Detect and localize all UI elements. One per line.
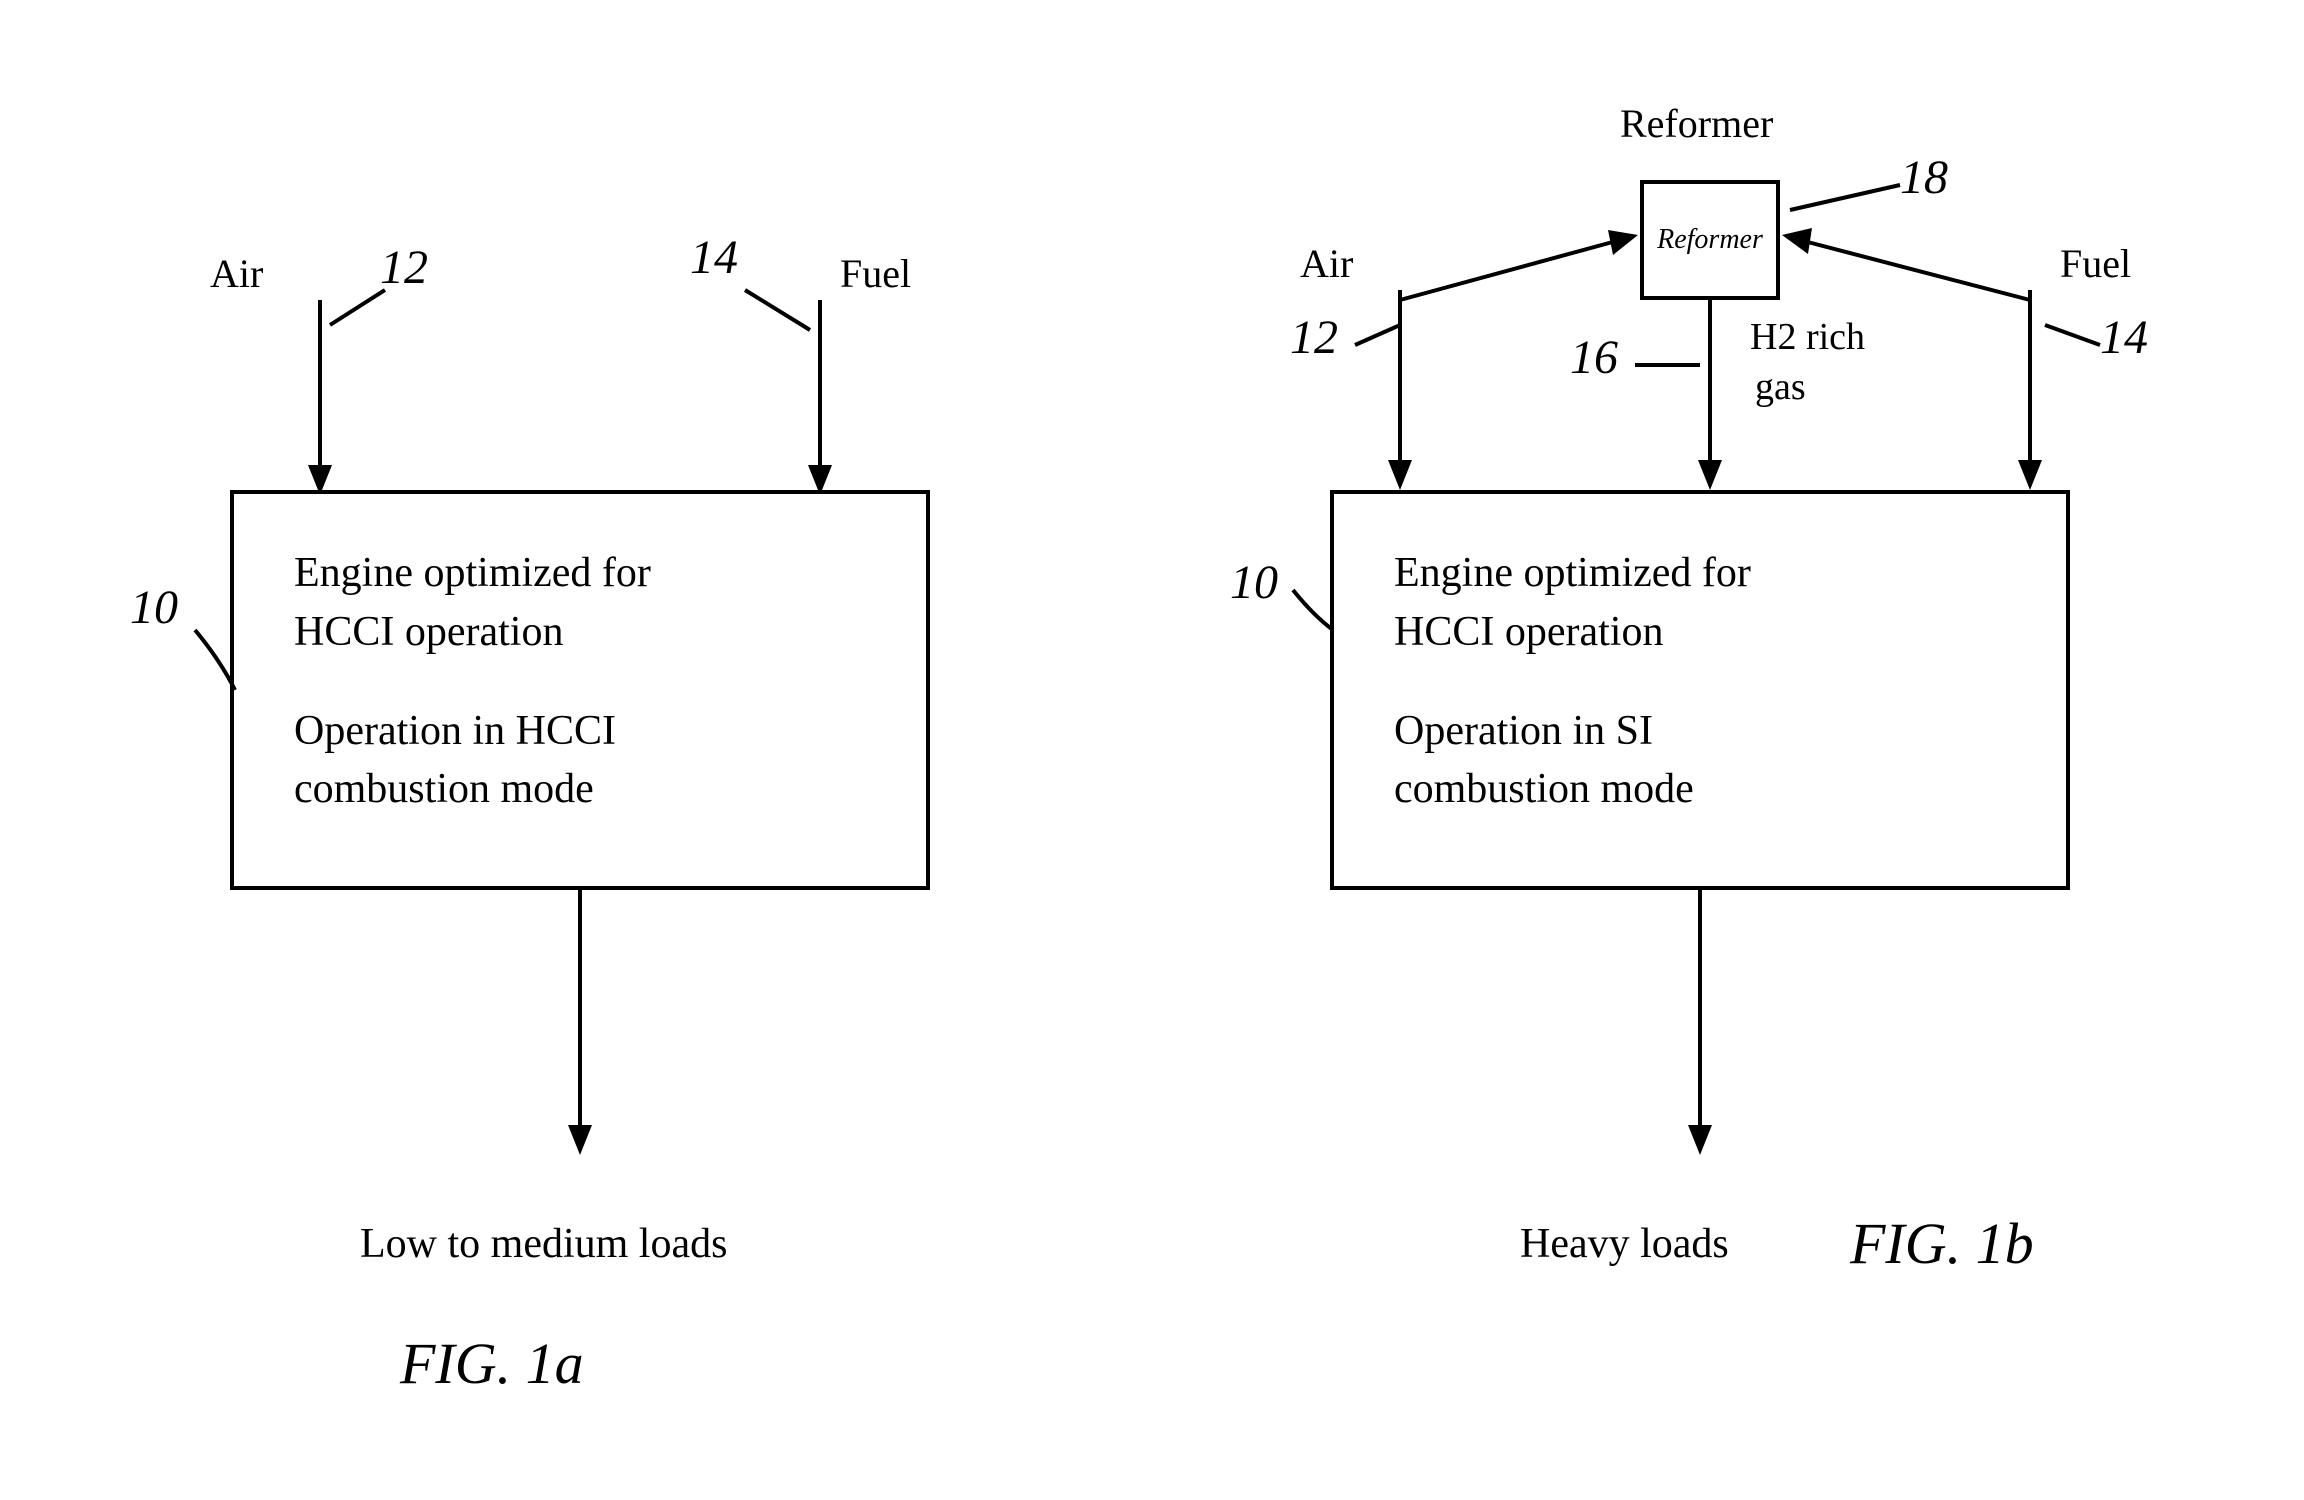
ref-10-r: 10 (1230, 555, 1278, 610)
air-arrow (300, 300, 340, 500)
figure-1a: Air Fuel 12 14 Engine optimized for HCCI… (100, 220, 1000, 1420)
engine-line4: combustion mode (294, 766, 594, 812)
fig-label-r: FIG. 1b (1850, 1210, 2034, 1277)
ref-10: 10 (130, 580, 178, 635)
fuel-arrow (800, 300, 840, 500)
fig-label: FIG. 1a (400, 1330, 584, 1397)
h2-arrow (1690, 300, 1730, 495)
engine-line1-r: Engine optimized for (1394, 550, 1751, 596)
ref-18-leader (1780, 180, 1910, 230)
reformer-title: Reformer (1620, 100, 1773, 147)
fuel-label-r: Fuel (2060, 240, 2131, 287)
fuel-label: Fuel (840, 250, 911, 297)
ref-12-r: 12 (1290, 310, 1338, 365)
caption: Low to medium loads (360, 1220, 727, 1268)
figure-1b: Reformer Reformer 18 Air Fuel 12 14 16 H… (1200, 80, 2200, 1430)
reformer-box: Reformer (1640, 180, 1780, 300)
air-label: Air (210, 250, 263, 297)
air-arrow-r (1380, 240, 1660, 500)
output-arrow-r (1680, 890, 1720, 1160)
reformer-inner-text: Reformer (1657, 224, 1763, 256)
caption-r: Heavy loads (1520, 1220, 1729, 1268)
ref-14: 14 (690, 230, 738, 285)
engine-line1: Engine optimized for (294, 550, 651, 596)
engine-line2: HCCI operation (294, 609, 563, 655)
ref-14-r-leader (2040, 320, 2110, 360)
engine-line2-r: HCCI operation (1394, 609, 1663, 655)
fuel-arrow-r (1770, 240, 2050, 500)
engine-box: Engine optimized for HCCI operation Oper… (230, 490, 930, 890)
ref-10-r-leader (1288, 580, 1348, 640)
engine-line4-r: combustion mode (1394, 766, 1694, 812)
air-label-r: Air (1300, 240, 1353, 287)
output-arrow (560, 890, 600, 1160)
engine-box-r: Engine optimized for HCCI operation Oper… (1330, 490, 2070, 890)
ref-10-leader (190, 620, 250, 700)
engine-line3-r: Operation in SI (1394, 708, 1653, 754)
engine-line3: Operation in HCCI (294, 708, 616, 754)
